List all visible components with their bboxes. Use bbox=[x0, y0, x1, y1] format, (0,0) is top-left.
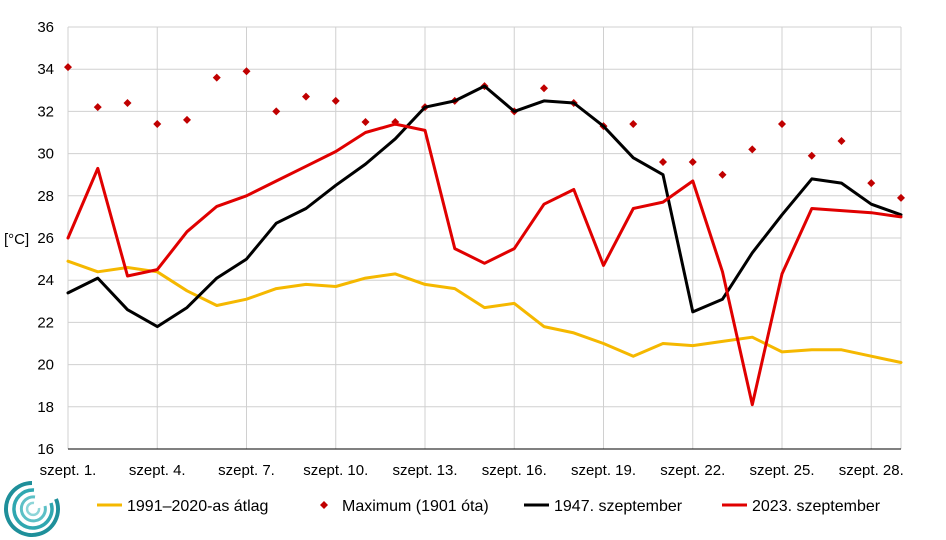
y-tick-label: 18 bbox=[37, 399, 54, 416]
series-1-point bbox=[778, 120, 786, 129]
y-tick-label: 26 bbox=[37, 230, 54, 247]
y-tick-label: 20 bbox=[37, 357, 54, 374]
y-tick-label: 28 bbox=[37, 188, 54, 205]
x-tick-label: szept. 13. bbox=[392, 462, 457, 479]
y-tick-label: 30 bbox=[37, 146, 54, 163]
x-tick-label: szept. 25. bbox=[749, 462, 814, 479]
x-tick-label: szept. 7. bbox=[218, 462, 275, 479]
logo-icon bbox=[4, 481, 60, 537]
gridlines bbox=[67, 26, 902, 450]
x-tick-labels: szept. 1. szept. 4. szept. 7. szept. 10. sze… bbox=[40, 462, 904, 479]
legend-label-1: Maximum (1901 óta) bbox=[342, 498, 489, 515]
y-tick-labels: 16 18 20 22 24 26 28 30 32 34 36 bbox=[37, 19, 54, 458]
series-line-0 bbox=[66, 259, 903, 364]
x-tick-label: szept. 22. bbox=[660, 462, 725, 479]
series-1-point bbox=[718, 170, 727, 179]
legend-label-3: 2023. szeptember bbox=[752, 498, 881, 515]
series-1-point bbox=[361, 117, 370, 126]
x-tick-label: szept. 10. bbox=[303, 462, 368, 479]
series-1-point bbox=[302, 92, 310, 101]
series-line-2 bbox=[66, 84, 903, 329]
series-line-3 bbox=[66, 122, 903, 407]
legend-label-0: 1991–2020-as átlag bbox=[127, 498, 268, 515]
series-1-point bbox=[331, 96, 340, 105]
y-tick-label: 22 bbox=[37, 314, 54, 331]
series-1-point bbox=[748, 145, 757, 154]
x-tick-label: szept. 1. bbox=[40, 462, 97, 479]
series-1-point bbox=[659, 158, 667, 167]
y-tick-label: 16 bbox=[37, 441, 54, 458]
series-1-point bbox=[807, 151, 816, 160]
series-1-point bbox=[629, 120, 638, 129]
legend-swatch-1 bbox=[320, 501, 328, 509]
legend: 1991–2020-as átlag Maximum (1901 óta) 1947… bbox=[97, 498, 881, 515]
x-tick-label: szept. 28. bbox=[839, 462, 904, 479]
series-1-point bbox=[153, 120, 162, 129]
series-1-point bbox=[837, 136, 846, 145]
series-1-point bbox=[867, 179, 876, 188]
series-1-point bbox=[123, 98, 132, 107]
x-tick-label: szept. 4. bbox=[129, 462, 186, 479]
y-axis-label: [°C] bbox=[4, 231, 29, 248]
series-1-point bbox=[897, 193, 905, 202]
x-tick-label: szept. 16. bbox=[482, 462, 547, 479]
series-1-point bbox=[212, 73, 221, 82]
x-tick-label: szept. 19. bbox=[571, 462, 636, 479]
series-1-point bbox=[242, 67, 251, 76]
series-1-point bbox=[64, 63, 72, 72]
series-1-point bbox=[272, 107, 281, 116]
y-tick-label: 36 bbox=[37, 19, 54, 36]
series-1-point bbox=[183, 115, 191, 124]
y-tick-label: 24 bbox=[37, 272, 54, 289]
legend-label-2: 1947. szeptember bbox=[554, 498, 683, 515]
series-1-point bbox=[540, 84, 548, 93]
y-tick-label: 34 bbox=[37, 61, 54, 78]
series-1-point bbox=[93, 103, 102, 112]
plot-area bbox=[64, 63, 905, 407]
series-1-point bbox=[688, 158, 697, 167]
y-tick-label: 32 bbox=[37, 103, 54, 120]
